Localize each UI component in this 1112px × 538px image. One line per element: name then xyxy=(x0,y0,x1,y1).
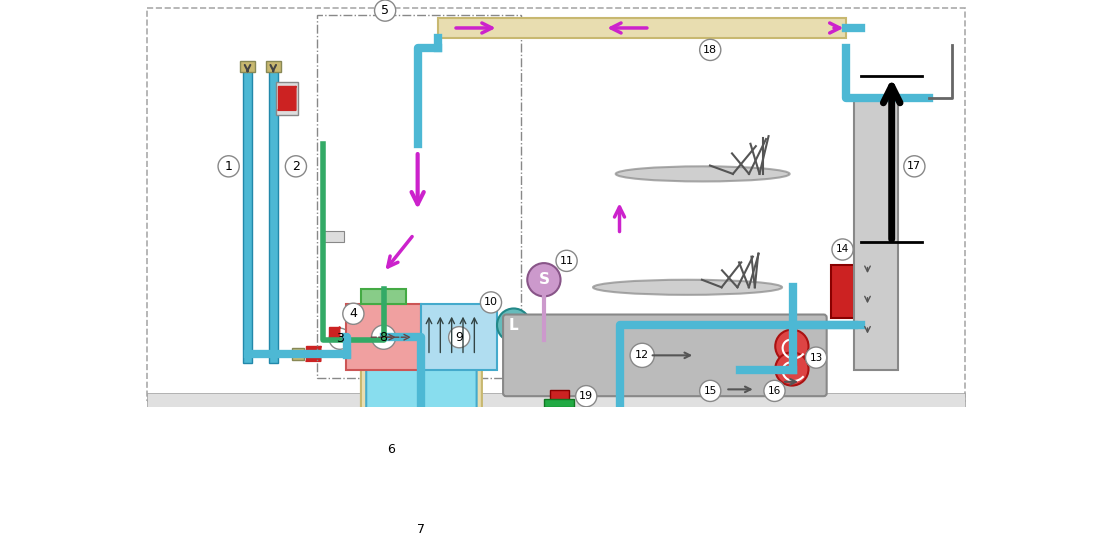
Text: 16: 16 xyxy=(768,386,781,396)
Circle shape xyxy=(375,0,396,21)
Text: 3: 3 xyxy=(336,332,344,345)
Circle shape xyxy=(832,239,853,260)
Circle shape xyxy=(775,352,808,386)
Text: 17: 17 xyxy=(907,161,922,171)
Wedge shape xyxy=(380,514,463,538)
Bar xyxy=(266,61,281,72)
Text: S: S xyxy=(538,272,549,287)
FancyBboxPatch shape xyxy=(244,68,252,363)
Polygon shape xyxy=(278,86,296,110)
Circle shape xyxy=(329,328,350,349)
Circle shape xyxy=(218,155,239,177)
Circle shape xyxy=(480,292,502,313)
Circle shape xyxy=(775,330,808,363)
Circle shape xyxy=(410,519,431,538)
Text: 15: 15 xyxy=(704,386,717,396)
Polygon shape xyxy=(329,327,340,339)
Circle shape xyxy=(371,325,396,349)
FancyBboxPatch shape xyxy=(366,330,477,538)
Text: 4: 4 xyxy=(349,307,357,320)
FancyBboxPatch shape xyxy=(503,315,826,396)
Ellipse shape xyxy=(593,280,782,295)
Bar xyxy=(421,304,497,371)
Bar xyxy=(831,265,854,317)
Polygon shape xyxy=(306,346,321,362)
Text: 11: 11 xyxy=(559,256,574,266)
Text: L: L xyxy=(509,317,518,332)
Circle shape xyxy=(805,347,826,368)
Polygon shape xyxy=(278,86,296,110)
Circle shape xyxy=(904,155,925,177)
Text: 14: 14 xyxy=(836,244,850,254)
Bar xyxy=(854,98,897,371)
Text: 6: 6 xyxy=(387,443,395,456)
Text: 10: 10 xyxy=(484,298,498,307)
Circle shape xyxy=(416,504,427,516)
Text: 18: 18 xyxy=(703,45,717,55)
Text: 7: 7 xyxy=(417,523,426,536)
Text: 9: 9 xyxy=(455,331,464,344)
Circle shape xyxy=(399,427,444,472)
Text: 1: 1 xyxy=(225,160,232,173)
Bar xyxy=(240,61,255,72)
Text: 2: 2 xyxy=(292,160,300,173)
Text: 5: 5 xyxy=(381,4,389,17)
Polygon shape xyxy=(329,327,340,339)
Circle shape xyxy=(576,386,597,407)
Ellipse shape xyxy=(616,166,790,181)
Text: 12: 12 xyxy=(635,350,649,360)
Circle shape xyxy=(556,250,577,272)
Circle shape xyxy=(764,380,785,401)
Circle shape xyxy=(497,308,530,342)
Bar xyxy=(550,390,569,401)
FancyBboxPatch shape xyxy=(361,321,481,538)
Circle shape xyxy=(631,343,654,367)
Circle shape xyxy=(448,327,469,348)
Bar xyxy=(321,231,344,242)
Text: 13: 13 xyxy=(810,352,823,363)
Text: 8: 8 xyxy=(379,331,388,344)
Bar xyxy=(292,348,305,360)
Bar xyxy=(438,18,846,38)
Circle shape xyxy=(699,380,721,401)
Circle shape xyxy=(286,155,307,177)
Bar xyxy=(147,393,965,407)
Bar xyxy=(361,289,406,304)
Text: 19: 19 xyxy=(579,391,594,401)
Circle shape xyxy=(380,439,401,461)
Bar xyxy=(317,15,522,378)
Bar xyxy=(276,82,298,115)
Bar xyxy=(544,399,574,407)
Circle shape xyxy=(342,303,364,324)
Bar xyxy=(269,68,278,363)
Polygon shape xyxy=(306,346,321,362)
Circle shape xyxy=(699,39,721,60)
Circle shape xyxy=(527,263,560,296)
Bar xyxy=(346,304,421,371)
